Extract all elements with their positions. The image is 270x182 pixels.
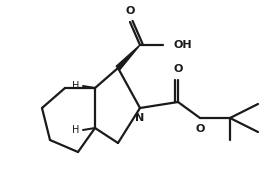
Text: O: O (125, 6, 135, 16)
Text: H: H (72, 81, 79, 91)
Text: N: N (135, 113, 145, 123)
Text: H: H (72, 125, 79, 135)
Text: O: O (173, 64, 183, 74)
Polygon shape (116, 45, 140, 70)
Text: O: O (195, 124, 205, 134)
Text: OH: OH (173, 40, 192, 50)
